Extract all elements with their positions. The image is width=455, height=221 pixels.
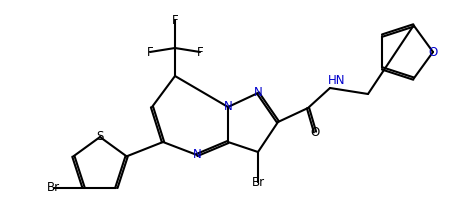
Text: O: O bbox=[427, 46, 437, 59]
Text: O: O bbox=[310, 126, 319, 139]
Text: N: N bbox=[253, 86, 262, 99]
Text: S: S bbox=[96, 130, 103, 143]
Text: N: N bbox=[192, 149, 201, 162]
Text: HN: HN bbox=[328, 74, 345, 86]
Text: Br: Br bbox=[251, 175, 264, 189]
Text: F: F bbox=[147, 46, 153, 59]
Text: F: F bbox=[196, 46, 203, 59]
Text: Br: Br bbox=[47, 181, 60, 194]
Text: F: F bbox=[172, 13, 178, 27]
Text: N: N bbox=[223, 101, 232, 114]
